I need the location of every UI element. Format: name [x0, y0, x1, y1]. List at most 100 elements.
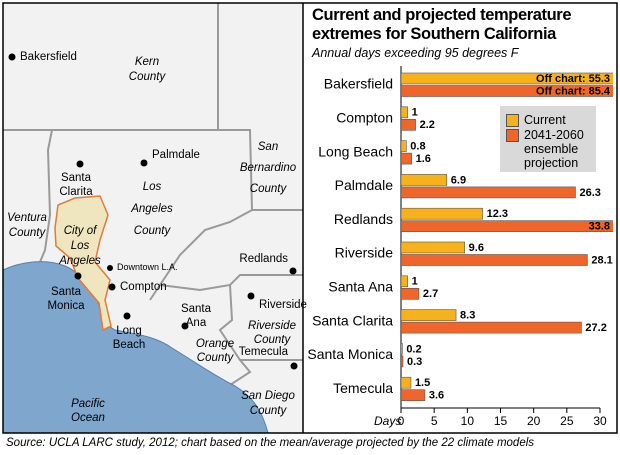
value-label: 1.5 [415, 377, 430, 389]
map-label: Los Angeles County [130, 181, 173, 237]
x-tick-label: 5 [431, 414, 438, 428]
value-label: 33.8 [589, 221, 610, 233]
ocean [2, 261, 269, 434]
value-label: 3.6 [429, 390, 444, 402]
category-label: Riverside [335, 245, 394, 261]
legend-label: Current [524, 113, 566, 127]
value-label: Off chart: 55.3 [536, 73, 610, 85]
map-label-line: Los [71, 240, 90, 252]
county-line [39, 129, 53, 263]
map-label: Bakersfield [20, 51, 77, 63]
map-label-line: Santa [61, 172, 92, 184]
map-label-line: County [197, 352, 235, 364]
map-label-line: Redlands [239, 253, 288, 265]
value-label: 2.2 [420, 119, 435, 131]
map-label: Redlands [239, 253, 288, 265]
city-dot [108, 283, 116, 291]
source-note: Source: UCLA LARC study, 2012; chart bas… [6, 437, 535, 449]
map-label-line: San [258, 141, 278, 153]
bar [401, 389, 426, 402]
bar [401, 220, 613, 232]
map-label-line: Bakersfield [20, 51, 77, 63]
legend-swatch [506, 129, 519, 142]
map-label: San Diego County [241, 390, 295, 417]
city-dot [247, 292, 255, 300]
map-label: City of Los Angeles [58, 225, 101, 267]
bar [401, 174, 448, 186]
x-tick-label: 15 [494, 414, 508, 428]
map-label: Santa Monica [47, 286, 85, 312]
map-label-line: Beach [113, 339, 146, 351]
map-label-line: Pacific [71, 398, 105, 410]
value-label: 1.6 [416, 153, 431, 165]
value-label: 0.8 [410, 141, 425, 153]
chart-title: Current and projected temperature extrem… [312, 6, 572, 43]
map-label-line: City of [64, 225, 98, 237]
city-dot [290, 362, 298, 370]
city-dot [8, 53, 16, 61]
city-dot [181, 322, 189, 330]
category-label: Palmdale [335, 177, 394, 193]
map-label-line: Ventura [7, 212, 47, 224]
map-label-line: County [254, 334, 292, 346]
bar [401, 343, 403, 355]
bars [401, 72, 613, 402]
legend: Current 2041-2060 ensemble projection [500, 106, 596, 172]
value-label: Off chart: 85.4 [536, 85, 611, 97]
map-label: Downtown L.A. [117, 262, 178, 272]
city-of-la [54, 195, 112, 332]
map-label-line: County [129, 71, 167, 83]
bar [401, 72, 613, 85]
map-label: Palmdale [152, 149, 200, 161]
category-label: Redlands [334, 211, 393, 227]
map-label-line: Angeles [130, 203, 173, 215]
x-axis-label: Days [374, 414, 401, 428]
map-label-line: Long [116, 325, 142, 337]
map-label: Compton [120, 281, 167, 293]
category-label: Santa Clarita [312, 312, 393, 328]
city-dot [140, 159, 148, 167]
x-tick-label: 25 [560, 414, 574, 428]
bar [401, 186, 576, 199]
county-line [218, 284, 252, 386]
map-label-line: Angeles [58, 255, 101, 267]
value-label: 26.3 [579, 187, 600, 199]
value-label: 0.2 [406, 343, 421, 355]
map-label: San Bernardino County [240, 141, 297, 195]
map-label-line: Orange [196, 338, 234, 350]
legend-swatch [506, 114, 519, 127]
city-dot [107, 265, 113, 271]
bar [401, 376, 412, 389]
county-line [3, 3, 219, 131]
map-label-line: Bernardino [240, 162, 297, 174]
x-tick-label: 10 [461, 414, 475, 428]
map-label-line: Riverside [259, 299, 307, 311]
map-label-line: Monica [47, 300, 85, 312]
map-label-line: County [250, 183, 288, 195]
value-label: 28.1 [591, 254, 612, 266]
value-label: 1 [412, 107, 418, 119]
category-label: Santa Monica [307, 346, 393, 362]
map-label-line: County [134, 225, 172, 237]
bar [401, 309, 457, 321]
value-label: 27.2 [585, 322, 606, 334]
map-label-line: Los [143, 181, 162, 193]
map-label: Santa Ana [181, 303, 212, 329]
bar [401, 85, 613, 97]
x-tick-label: 0 [398, 414, 405, 428]
map-label-line: Santa [181, 303, 212, 315]
value-label: 1 [412, 276, 418, 288]
value-label: 9.6 [469, 242, 484, 254]
bar [401, 207, 483, 220]
value-label: 12.3 [487, 208, 508, 220]
map-label: Temecula [239, 346, 289, 358]
map-label-line: County [9, 227, 47, 239]
county-line [149, 129, 254, 301]
map-label-line: Kern [135, 56, 159, 68]
bar [401, 355, 404, 368]
bar [401, 241, 465, 254]
map [2, 3, 303, 434]
chart: Bakersfield Kern County Palmdale Santa Clarit… [2, 2, 618, 434]
frame [2, 2, 618, 434]
